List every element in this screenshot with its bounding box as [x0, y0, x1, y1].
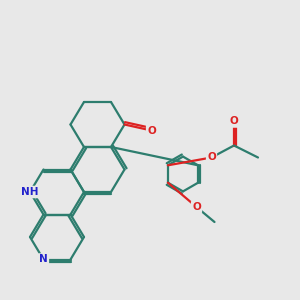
Text: O: O [207, 152, 216, 163]
Text: N: N [39, 254, 48, 265]
Text: O: O [192, 202, 201, 212]
Text: O: O [230, 116, 238, 127]
Text: O: O [147, 125, 156, 136]
Text: NH: NH [21, 187, 39, 197]
